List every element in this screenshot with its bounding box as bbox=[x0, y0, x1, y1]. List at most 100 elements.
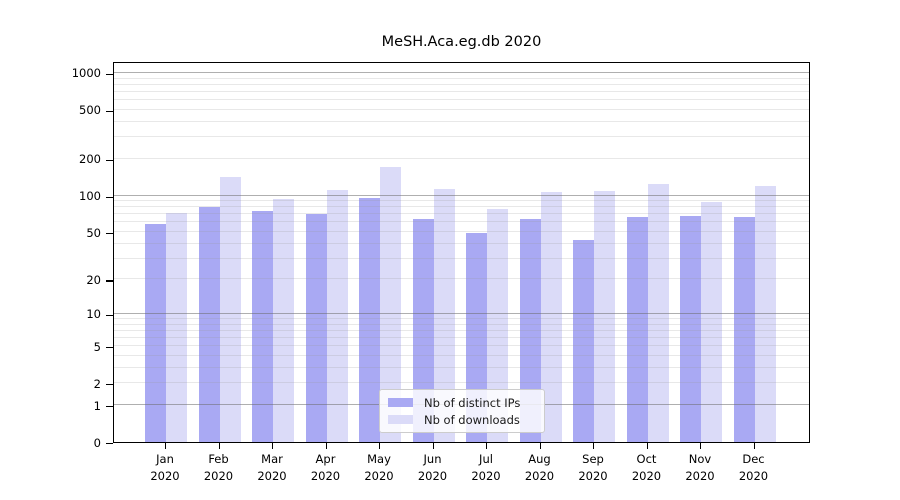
y-tick-mark bbox=[106, 314, 113, 317]
x-tick-label-oct: Oct 2020 bbox=[615, 451, 679, 484]
x-tick-year: 2020 bbox=[203, 468, 234, 483]
bar-nb-of-distinct-ips-may bbox=[359, 197, 380, 442]
y-tick-label-2: 2 bbox=[93, 376, 101, 391]
legend-swatch-downloads-icon bbox=[388, 415, 413, 424]
x-tick-label-dec: Dec 2020 bbox=[722, 451, 786, 484]
legend-label-downloads: Nb of downloads bbox=[424, 412, 520, 427]
x-tick-mark bbox=[165, 443, 167, 449]
minor-gridline bbox=[114, 355, 809, 356]
legend-row-distinct-ips: Nb of distinct IPs bbox=[388, 396, 536, 410]
x-tick-mark bbox=[700, 443, 702, 449]
x-tick-year: 2020 bbox=[417, 468, 448, 483]
y-tick-mark bbox=[106, 196, 113, 198]
legend-label-distinct-ips: Nb of distinct IPs bbox=[424, 395, 521, 410]
minor-gridline bbox=[114, 257, 809, 259]
x-tick-label-aug: Aug 2020 bbox=[508, 451, 572, 484]
bar-nb-of-distinct-ips-mar bbox=[252, 211, 273, 442]
x-tick-label-jul: Jul 2020 bbox=[454, 451, 518, 484]
bar-nb-of-downloads-apr bbox=[326, 189, 348, 442]
y-tick-mark bbox=[106, 233, 113, 235]
y-tick-label-200: 200 bbox=[79, 152, 101, 167]
bar-nb-of-distinct-ips-aug bbox=[519, 219, 541, 442]
x-tick-mark bbox=[325, 443, 327, 449]
x-tick-label-sep: Sep 2020 bbox=[561, 451, 625, 484]
bar-nb-of-distinct-ips-feb bbox=[198, 207, 220, 442]
bar-nb-of-distinct-ips-dec bbox=[733, 216, 755, 442]
x-tick-mark bbox=[486, 443, 488, 449]
x-tick-label-mar: Mar 2020 bbox=[240, 451, 304, 484]
bar-nb-of-downloads-dec bbox=[754, 185, 776, 442]
x-tick-mark bbox=[432, 443, 434, 449]
minor-gridline bbox=[114, 77, 809, 79]
minor-gridline bbox=[114, 136, 809, 138]
x-tick-mark bbox=[379, 443, 381, 449]
minor-gridline bbox=[114, 323, 809, 325]
x-tick-year: 2020 bbox=[631, 468, 662, 483]
bar-nb-of-downloads-mar bbox=[273, 198, 294, 442]
x-tick-mark bbox=[593, 443, 595, 449]
bar-nb-of-distinct-ips-nov bbox=[680, 215, 701, 442]
bar-nb-of-downloads-jul bbox=[487, 209, 508, 442]
y-tick-mark bbox=[106, 384, 113, 386]
minor-gridline bbox=[114, 329, 809, 331]
minor-gridline bbox=[114, 345, 809, 347]
x-tick-year: 2020 bbox=[685, 468, 715, 483]
bar-nb-of-distinct-ips-oct bbox=[626, 216, 648, 442]
minor-gridline bbox=[114, 200, 809, 201]
y-tick-label-0: 0 bbox=[93, 435, 101, 450]
x-tick-year: 2020 bbox=[257, 468, 287, 483]
major-gridline bbox=[114, 194, 809, 196]
x-tick-year: 2020 bbox=[150, 468, 180, 483]
x-tick-label-feb: Feb 2020 bbox=[187, 451, 251, 484]
minor-gridline bbox=[114, 242, 809, 244]
plot-area bbox=[113, 62, 810, 443]
bar-nb-of-downloads-jan bbox=[166, 212, 187, 442]
x-tick-mark bbox=[218, 443, 220, 449]
y-tick-label-1000: 1000 bbox=[71, 66, 101, 81]
x-tick-mark bbox=[646, 443, 648, 449]
minor-gridline bbox=[114, 366, 809, 368]
minor-gridline bbox=[114, 213, 809, 215]
bar-nb-of-downloads-oct bbox=[647, 183, 669, 442]
x-tick-mark bbox=[753, 443, 755, 449]
bar-nb-of-downloads-may bbox=[380, 167, 401, 442]
y-tick-mark bbox=[106, 73, 113, 76]
minor-gridline bbox=[114, 318, 809, 319]
bar-nb-of-distinct-ips-apr bbox=[305, 214, 327, 442]
x-tick-label-jan: Jan 2020 bbox=[133, 451, 197, 484]
chart-title: MeSH.Aca.eg.db 2020 bbox=[381, 34, 542, 50]
y-tick-label-10: 10 bbox=[86, 307, 101, 322]
minor-gridline bbox=[114, 206, 809, 208]
minor-gridline bbox=[114, 157, 809, 159]
x-tick-year: 2020 bbox=[578, 468, 608, 483]
minor-gridline bbox=[114, 120, 809, 122]
bar-nb-of-distinct-ips-sep bbox=[573, 239, 594, 442]
y-tick-mark bbox=[106, 159, 113, 161]
y-tick-label-100: 100 bbox=[79, 189, 101, 203]
x-tick-label-jun: Jun 2020 bbox=[401, 451, 465, 484]
bar-nb-of-downloads-sep bbox=[594, 190, 615, 442]
x-tick-mark bbox=[272, 443, 274, 449]
bar-nb-of-distinct-ips-jan bbox=[145, 224, 166, 442]
minor-gridline bbox=[114, 231, 809, 232]
bar-nb-of-distinct-ips-jun bbox=[412, 219, 434, 442]
minor-gridline bbox=[114, 337, 809, 339]
y-tick-label-5: 5 bbox=[93, 339, 101, 354]
major-gridline bbox=[114, 312, 809, 314]
minor-gridline bbox=[114, 91, 809, 92]
y-tick-label-1: 1 bbox=[93, 398, 101, 413]
legend-row-downloads: Nb of downloads bbox=[388, 413, 536, 427]
bar-nb-of-downloads-jun bbox=[433, 189, 455, 442]
y-tick-mark bbox=[106, 110, 113, 113]
x-tick-label-apr: Apr 2020 bbox=[294, 451, 358, 484]
minor-gridline bbox=[114, 221, 809, 223]
x-tick-mark bbox=[539, 443, 541, 449]
bar-nb-of-downloads-feb bbox=[219, 176, 241, 442]
minor-gridline bbox=[114, 83, 809, 85]
x-tick-year: 2020 bbox=[738, 468, 769, 483]
y-tick-mark bbox=[106, 280, 113, 282]
major-gridline bbox=[114, 71, 809, 73]
x-tick-label-may: May 2020 bbox=[347, 451, 411, 484]
y-tick-mark bbox=[106, 443, 113, 445]
